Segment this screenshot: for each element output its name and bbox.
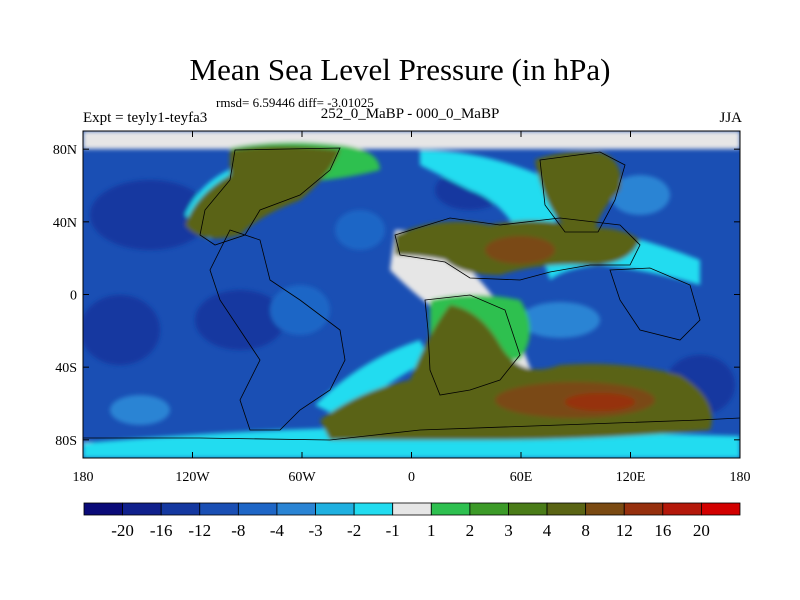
colorbar-swatch [585,502,625,516]
x-tick-label: 120W [175,470,210,485]
field-blob [83,295,160,365]
field-band [420,150,556,235]
colorbar-swatch [160,502,201,516]
colorbar-swatch [508,502,548,516]
stats-label: rmsd= 6.59446 diff= -3.01025 [216,95,374,110]
y-tick-label: 80N [53,143,77,158]
x-tick-label: 120E [616,470,646,485]
colorbar-swatch [315,502,355,516]
colorbar-swatch [199,502,239,516]
colorbar-swatch [623,502,664,516]
field-band [315,340,430,420]
coastlines [83,147,740,441]
colorbar-swatch [392,502,432,516]
colorbar-label: 1 [427,521,436,540]
colorbar-swatch [353,502,394,516]
colorbar-label: 4 [543,521,552,540]
field-land [535,151,621,231]
field-blob [610,175,670,215]
colorbar-label: 12 [616,521,633,540]
colorbar-label: 2 [466,521,475,540]
colorbar-label: -1 [386,521,400,540]
y-tick-label: 0 [70,289,77,304]
colorbar-label: -16 [150,521,173,540]
y-tick-label: 40N [53,216,77,231]
colorbar-swatch [83,502,123,516]
season-label: JJA [719,110,742,126]
field-blob [520,302,600,338]
colorbar-label: 8 [581,521,590,540]
x-tick-label: 180 [73,470,94,485]
colorbar-swatch [122,502,162,516]
x-axis: 180 120W 60W 0 60E 120E 180 [73,131,751,485]
colorbar-swatch [430,502,471,516]
colorbar-label: -8 [231,521,245,540]
field-blob [485,236,555,264]
colorbar-label: -20 [111,521,134,540]
x-tick-label: 60E [510,470,533,485]
colorbar-swatch [237,502,278,516]
pressure-field [83,131,740,458]
field-blob [195,290,285,350]
colorbar-swatch [701,502,741,516]
colorbar-label: -4 [270,521,285,540]
y-tick-label: 80S [55,434,77,449]
y-tick-label: 40S [55,361,77,376]
field-blob [565,393,635,411]
colorbar-swatch [276,502,316,516]
colorbar-swatch [469,502,509,516]
field-land [185,146,340,239]
colorbar-label: -3 [308,521,322,540]
y-axis: 80N 40N 0 40S 80S [53,143,740,449]
period-label: 252_0_MaBP - 000_0_MaBP [320,106,500,122]
field-blob [270,285,330,335]
field-blob [335,210,385,250]
chart-title: Mean Sea Level Pressure (in hPa) [189,52,611,87]
colorbar-label: -2 [347,521,361,540]
experiment-label: Expt = teyly1-teyfa3 [83,110,208,126]
colorbar-label: 16 [654,521,671,540]
colorbar: -20 -16 -12 -8 -4 -3 -2 -1 1 2 3 4 8 12 16 20 [83,502,741,540]
x-tick-label: 60W [288,470,316,485]
colorbar-swatch [546,502,587,516]
colorbar-label: -12 [188,521,211,540]
colorbar-label: 20 [693,521,710,540]
field-blob [110,395,170,425]
field-blob [90,180,210,250]
colorbar-label: 3 [504,521,513,540]
x-tick-label: 0 [408,470,415,485]
x-tick-label: 180 [730,470,751,485]
colorbar-swatch [662,502,702,516]
field-band [83,131,740,149]
